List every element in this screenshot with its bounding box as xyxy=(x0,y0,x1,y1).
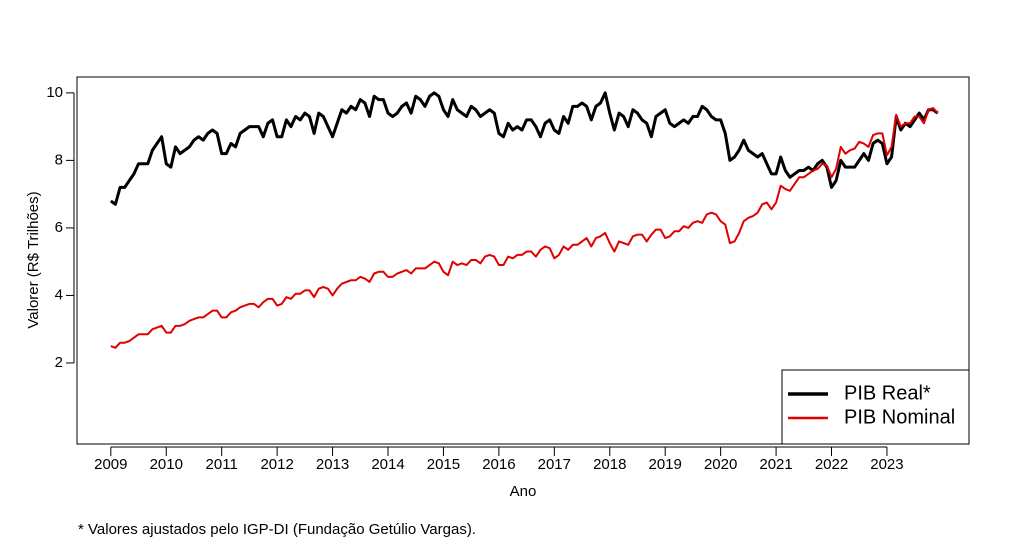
series-line xyxy=(110,107,939,349)
y-tick-label: 4 xyxy=(55,286,63,303)
x-tick-label: 2011 xyxy=(206,456,238,473)
x-axis-label: Ano xyxy=(510,483,537,500)
legend-box xyxy=(781,369,970,445)
y-tick-label: 10 xyxy=(46,84,63,101)
x-tick-label: 2010 xyxy=(150,456,183,473)
legend-label: PIB Nominal xyxy=(844,406,955,428)
x-tick-label: 2019 xyxy=(649,456,682,473)
x-tick-label: 2022 xyxy=(815,456,848,473)
x-tick-label: 2018 xyxy=(593,456,626,473)
y-tick-label: 6 xyxy=(55,219,63,236)
x-tick-label: 2012 xyxy=(260,456,293,473)
y-axis-label: Valorer (R$ Trilhões) xyxy=(25,191,42,328)
y-tick-label: 8 xyxy=(55,151,63,168)
x-tick-label: 2013 xyxy=(316,456,349,473)
x-tick-label: 2016 xyxy=(482,456,515,473)
x-tick-label: 2009 xyxy=(94,456,127,473)
x-tick-label: 2017 xyxy=(538,456,571,473)
legend-label: PIB Real* xyxy=(844,382,931,404)
series-line xyxy=(109,91,939,206)
plot-frame xyxy=(76,76,970,445)
x-tick-label: 2021 xyxy=(759,456,792,473)
footnote: * Valores ajustados pelo IGP-DI (Fundaçã… xyxy=(78,521,476,538)
x-tick-label: 2014 xyxy=(371,456,404,473)
y-tick-label: 2 xyxy=(55,354,63,371)
x-tick-label: 2015 xyxy=(427,456,460,473)
x-tick-label: 2023 xyxy=(870,456,903,473)
x-tick-label: 2020 xyxy=(704,456,737,473)
